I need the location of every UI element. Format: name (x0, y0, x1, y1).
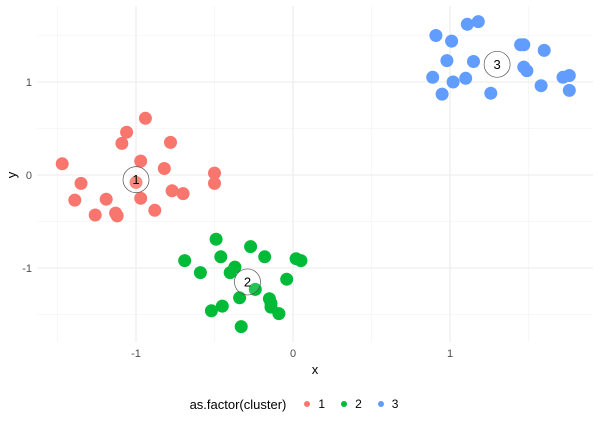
y-tick-label: 0 (26, 170, 32, 182)
legend-item-3: 3 (374, 397, 399, 411)
centroid-label: 2 (244, 274, 251, 289)
legend-dot-icon (377, 401, 384, 407)
x-axis-ticks: -1 0 1 (131, 348, 453, 360)
data-point-cluster-2 (214, 250, 228, 264)
data-point-cluster-3 (520, 64, 534, 78)
legend-dot-icon (304, 401, 311, 407)
data-point-cluster-1 (138, 111, 152, 125)
minor-gridlines (37, 6, 593, 342)
data-point-cluster-3 (460, 17, 474, 31)
data-point-cluster-1 (134, 191, 148, 205)
data-point-cluster-3 (534, 79, 548, 93)
data-point-cluster-3 (517, 38, 531, 52)
data-point-cluster-3 (484, 86, 498, 100)
x-axis-title: x (312, 362, 319, 377)
data-point-cluster-1 (74, 176, 88, 190)
data-point-cluster-1 (88, 208, 102, 222)
legend-dot-icon (341, 401, 348, 407)
centroid-circle (234, 268, 261, 296)
centroid-markers: 1 2 3 (122, 50, 511, 296)
x-tick-label: -1 (131, 348, 141, 360)
centroid-circle (483, 50, 511, 78)
x-tick-label: 0 (290, 348, 296, 360)
legend-label: 2 (355, 397, 362, 411)
data-point-cluster-1 (55, 157, 69, 171)
legend-item-1: 1 (300, 397, 325, 411)
data-point-cluster-2 (234, 320, 248, 334)
y-tick-label: 1 (26, 77, 32, 89)
data-point-cluster-1 (148, 203, 162, 217)
data-point-cluster-2 (193, 266, 207, 280)
data-points (55, 15, 576, 334)
data-point-cluster-1 (99, 192, 113, 206)
data-point-cluster-3 (435, 87, 449, 101)
data-point-cluster-2 (228, 260, 242, 274)
legend-title: as.factor(cluster) (189, 396, 287, 412)
data-point-cluster-1 (208, 176, 221, 190)
major-gridlines (37, 6, 593, 342)
data-point-cluster-2 (215, 299, 229, 313)
data-point-cluster-2 (209, 232, 223, 246)
legend: as.factor(cluster) 1 2 3 (0, 394, 600, 414)
y-tick-label: -1 (22, 263, 32, 275)
data-point-cluster-1 (120, 125, 134, 139)
data-point-cluster-2 (294, 254, 308, 268)
data-point-cluster-1 (208, 166, 221, 180)
data-point-cluster-1 (164, 135, 177, 149)
centroid-circle (122, 166, 150, 193)
data-point-cluster-2 (280, 272, 294, 286)
y-axis-ticks: -1 0 1 (22, 77, 32, 275)
legend-label: 1 (318, 397, 326, 411)
data-point-cluster-2 (233, 291, 247, 305)
x-tick-label: 1 (447, 348, 453, 360)
legend-label: 3 (391, 397, 399, 411)
data-point-cluster-1 (129, 175, 143, 189)
data-point-cluster-3 (440, 54, 454, 68)
data-point-cluster-3 (445, 34, 459, 48)
data-point-cluster-2 (248, 282, 262, 296)
data-point-cluster-1 (115, 136, 129, 150)
data-point-cluster-3 (471, 15, 485, 29)
data-point-cluster-3 (446, 75, 460, 89)
data-point-cluster-3 (459, 71, 473, 85)
data-point-cluster-1 (110, 209, 124, 223)
data-point-cluster-3 (562, 69, 576, 82)
centroid-label: 1 (132, 172, 139, 187)
data-point-cluster-2 (272, 307, 286, 321)
data-point-cluster-1 (68, 193, 82, 207)
data-point-cluster-1 (134, 154, 148, 168)
data-point-cluster-1 (176, 187, 190, 201)
data-point-cluster-3 (562, 83, 576, 97)
data-point-cluster-2 (204, 304, 218, 318)
data-point-cluster-2 (258, 250, 272, 264)
data-point-cluster-1 (165, 184, 179, 198)
data-point-cluster-3 (426, 70, 440, 84)
centroid-label: 3 (493, 57, 500, 72)
data-point-cluster-3 (537, 43, 551, 57)
data-point-cluster-2 (244, 240, 258, 254)
legend-item-2: 2 (337, 397, 362, 411)
data-point-cluster-3 (429, 29, 443, 42)
y-axis-title: y (4, 171, 19, 178)
data-point-cluster-2 (178, 254, 192, 268)
data-point-cluster-1 (157, 162, 171, 175)
data-point-cluster-3 (467, 55, 480, 68)
